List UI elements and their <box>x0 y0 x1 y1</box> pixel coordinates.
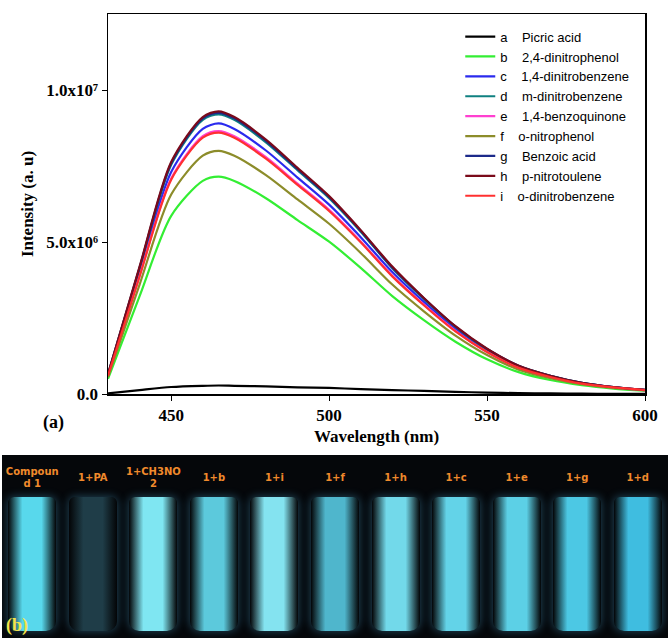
svg-text:500: 500 <box>316 406 342 425</box>
svg-text:e 1,4-benzoquinone: e 1,4-benzoquinone <box>500 109 626 124</box>
svg-text:1.0x10⁷: 1.0x10⁷ <box>46 81 98 100</box>
html-text:1+PA: 1+PA <box>78 472 108 483</box>
svg-text:5.0x10⁶: 5.0x10⁶ <box>46 233 98 252</box>
svg-text:Wavelength (nm): Wavelength (nm) <box>314 427 439 446</box>
svg-text:0.0: 0.0 <box>77 385 98 404</box>
svg-text:i o-dinitrobenzene: i o-dinitrobenzene <box>500 189 614 204</box>
svg-text:g Benzoic acid: g Benzoic acid <box>500 149 595 164</box>
html-text:1+g: 1+g <box>565 472 589 483</box>
svg-text:a Picric acid: a Picric acid <box>500 30 581 45</box>
html-text:1+b: 1+b <box>202 472 226 483</box>
svg-text:c 1,4-dinitrobenzene: c 1,4-dinitrobenzene <box>500 69 629 84</box>
html-text:Compound 1: Compound 1 <box>5 466 59 489</box>
svg-text:b 2,4-dinitrophenol: b 2,4-dinitrophenol <box>500 50 619 65</box>
svg-text:Intensity (a. u): Intensity (a. u) <box>18 151 37 257</box>
svg-text:600: 600 <box>632 406 658 425</box>
html-text:1+c: 1+c <box>445 472 467 483</box>
svg-text:d m-dinitrobenzene: d m-dinitrobenzene <box>500 89 622 104</box>
html-text:1+f: 1+f <box>325 472 345 483</box>
svg-text:(a): (a) <box>43 412 64 433</box>
html-text:1+d: 1+d <box>626 472 649 483</box>
html-text:1+h: 1+h <box>384 472 407 483</box>
svg-text:550: 550 <box>474 406 500 425</box>
html-text:1+i: 1+i <box>265 472 284 483</box>
html-text:(b): (b) <box>6 615 28 635</box>
html-text:1+CH3NO2: 1+CH3NO2 <box>125 466 181 489</box>
svg-text:450: 450 <box>158 406 184 425</box>
html-text:1+e: 1+e <box>505 472 528 483</box>
svg-text:h p-nitrotoulene: h p-nitrotoulene <box>500 169 601 184</box>
svg-text:f o-nitrophenol: f o-nitrophenol <box>500 129 594 144</box>
